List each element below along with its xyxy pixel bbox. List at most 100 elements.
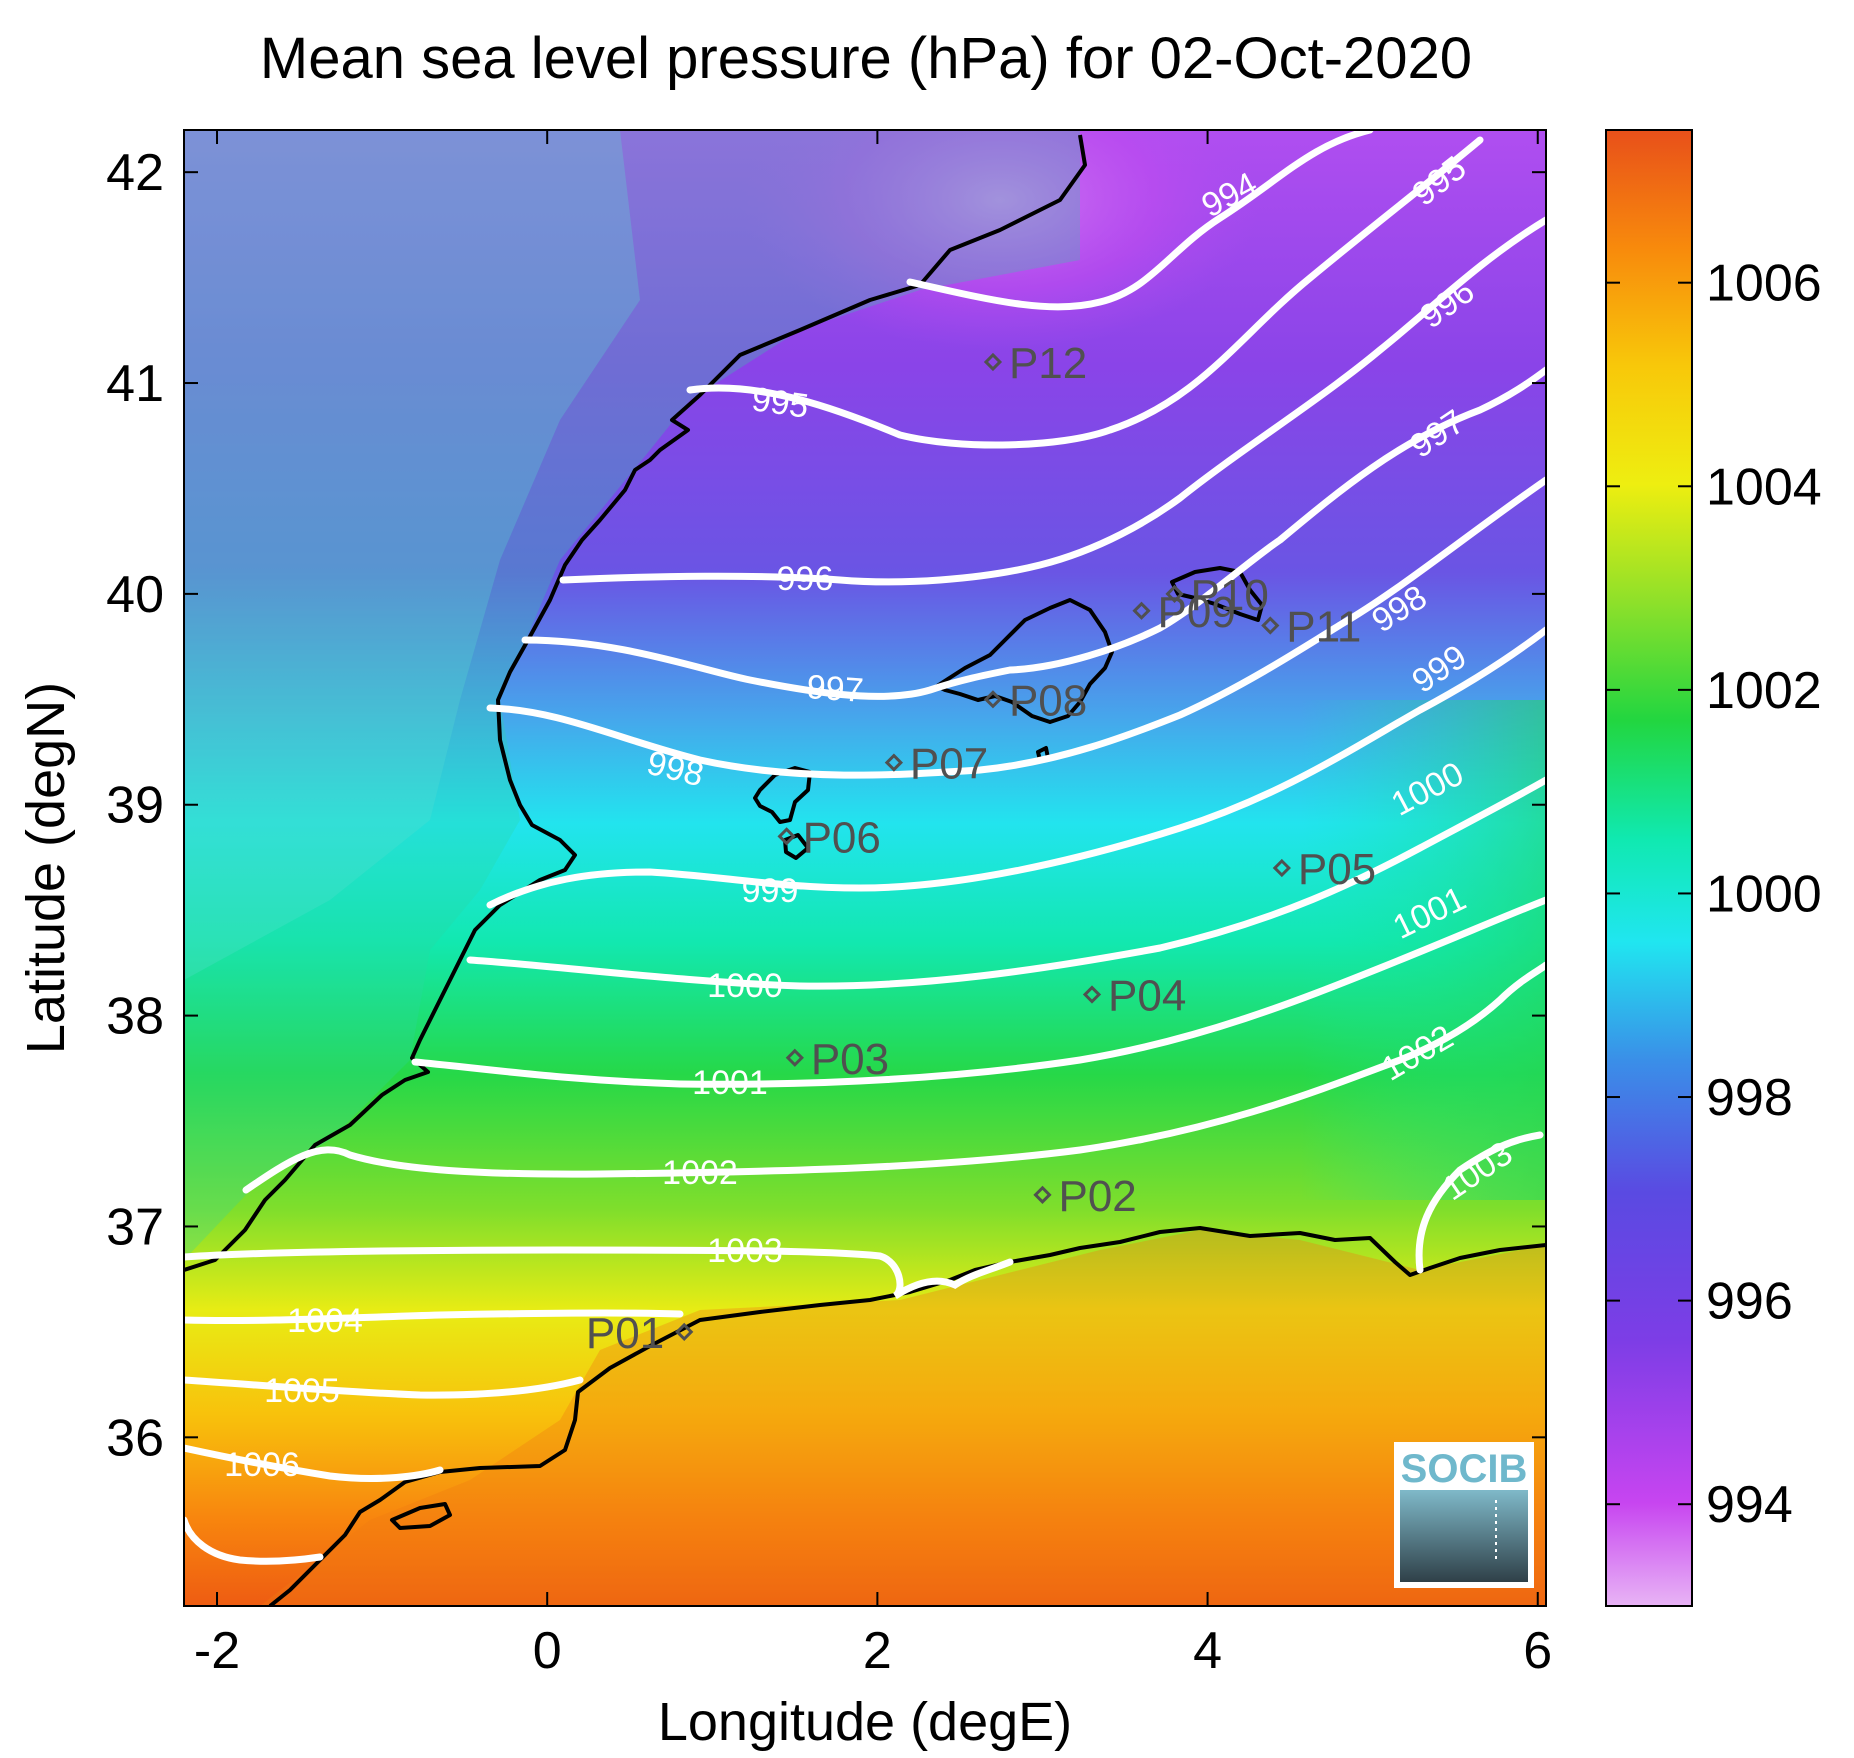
station-label: P08	[1009, 676, 1087, 725]
colorbar-tick-label: 1006	[1706, 255, 1822, 313]
station-marker: P04	[1082, 972, 1186, 1021]
x-tick-label: 0	[533, 1622, 562, 1680]
y-tick-label: 42	[106, 144, 164, 202]
ibiza-coastline	[753, 766, 812, 824]
colorbar-tick-label: 994	[1706, 1476, 1793, 1534]
station-marker: P10	[1165, 571, 1269, 620]
station-label: P05	[1298, 845, 1376, 894]
isobar-997	[521, 366, 1546, 700]
socib-logo: SOCIB	[1394, 1442, 1534, 1588]
colorbar-ticks: 994 996 998 1000 1002 1004 1006	[1606, 255, 1822, 1534]
y-axis: 36 37 38 39 40 41 42	[106, 144, 1546, 1467]
coastlines	[184, 134, 1546, 1606]
chart-title: Mean sea level pressure (hPa) for 02-Oct…	[260, 26, 1472, 91]
station-label: P12	[1009, 339, 1087, 388]
colorbar-tick-label: 996	[1706, 1273, 1793, 1331]
isobar-label-995: 995	[749, 380, 810, 426]
isobar-1000	[466, 776, 1546, 990]
station-marker: P08	[983, 676, 1087, 725]
isobar-994	[906, 130, 1374, 311]
x-tick-label: -2	[194, 1622, 240, 1680]
isobar-label-1005: 1005	[264, 1372, 340, 1410]
colorbar: 994 996 998 1000 1002 1004 1006	[1605, 129, 1822, 1607]
station-label: P03	[811, 1035, 889, 1084]
colorbar-tick-label: 1004	[1706, 458, 1822, 516]
station-label: P04	[1108, 972, 1186, 1021]
iberia-highland-tint	[184, 130, 640, 980]
colorbar-tick-label: 1002	[1706, 662, 1822, 720]
colorbar-gradient	[1605, 129, 1693, 1607]
isobar-label-1003: 1003	[707, 1232, 783, 1270]
station-diamond-icon	[1033, 1185, 1052, 1204]
formentera-coastline	[783, 833, 810, 860]
station-diamond-icon	[983, 690, 1003, 709]
isobar-label-997: 997	[805, 668, 864, 710]
colorbar-tick-label: 1000	[1706, 865, 1822, 923]
y-tick-label: 37	[106, 1198, 164, 1256]
station-diamond-icon	[675, 1322, 694, 1342]
station-diamond-icon	[1165, 584, 1184, 604]
station-diamond-icon	[785, 1048, 804, 1067]
map-frame	[183, 129, 1547, 1607]
station-marker: P11	[1261, 603, 1361, 652]
station-diamond-icon	[1082, 985, 1102, 1004]
isobar-label-999: 999	[742, 872, 799, 910]
y-tick-label: 41	[106, 355, 164, 413]
north-africa-coastline	[268, 1226, 1546, 1606]
isobar-label-996: 996	[777, 560, 834, 598]
station-marker: P05	[1272, 845, 1376, 894]
x-axis: -2 0 2 4 6	[194, 130, 1552, 1680]
africa-land-tint	[260, 1230, 1546, 1606]
isobar-1006-low	[184, 1516, 324, 1565]
isobar-label-1000: 1000	[707, 967, 783, 1005]
station-marker: P12	[983, 339, 1087, 388]
station-diamond-icon	[884, 753, 904, 772]
station-diamond-icon	[777, 827, 796, 846]
isobar-1005	[184, 1376, 584, 1399]
station-marker: P07	[884, 740, 988, 789]
y-tick-label: 39	[106, 777, 164, 835]
y-tick-label: 40	[106, 566, 164, 624]
station-label: P01	[586, 1309, 664, 1358]
y-tick-label: 36	[106, 1409, 164, 1467]
isobar-1004	[184, 1309, 684, 1325]
station-label: P06	[803, 813, 881, 862]
isobars	[184, 130, 1546, 1565]
isobar-label-1001: 1001	[692, 1064, 768, 1102]
isobar-1006	[184, 1444, 444, 1482]
station-marker: P02	[1033, 1172, 1137, 1221]
isobar-1003	[184, 1131, 1544, 1299]
x-tick-label: 6	[1523, 1622, 1552, 1680]
iberia-land-tint	[184, 130, 1080, 1260]
iberian-coastline	[184, 134, 1087, 1272]
y-tick-label: 38	[106, 988, 164, 1046]
station-marker: P01	[586, 1309, 694, 1358]
isobar-998	[486, 476, 1546, 779]
x-tick-label: 4	[1193, 1622, 1222, 1680]
x-axis-label: Longitude (degE)	[658, 1692, 1072, 1752]
station-label: P11	[1286, 603, 1361, 652]
isobar-label-1004: 1004	[287, 1302, 363, 1340]
isobar-label-1002: 1002	[662, 1154, 738, 1192]
isobar-999	[486, 626, 1546, 909]
isobar-995-west	[686, 136, 1484, 449]
station-marker: P06	[777, 813, 881, 862]
station-diamond-icon	[1272, 858, 1291, 878]
colorbar-tick-label: 998	[1706, 1069, 1793, 1127]
station-label: P02	[1058, 1172, 1136, 1221]
map-area: 994 995 995 996 996 997 997 998 998 999 …	[184, 130, 1546, 1606]
station-diamond-icon	[1132, 601, 1151, 620]
isobar-1001	[411, 896, 1546, 1088]
socib-logo-text: SOCIB	[1401, 1447, 1528, 1491]
isobar-1002	[242, 961, 1546, 1194]
isobar-label-1006: 1006	[224, 1446, 300, 1484]
alboran-island-coastline	[390, 1502, 452, 1530]
station-diamond-icon	[1261, 616, 1280, 635]
y-axis-label: Latitude (degN)	[16, 682, 76, 1054]
isobar-996	[559, 216, 1546, 586]
low-pressure-center	[740, 130, 1260, 350]
station-marker: P03	[785, 1035, 889, 1084]
station-diamond-icon	[983, 352, 1003, 372]
